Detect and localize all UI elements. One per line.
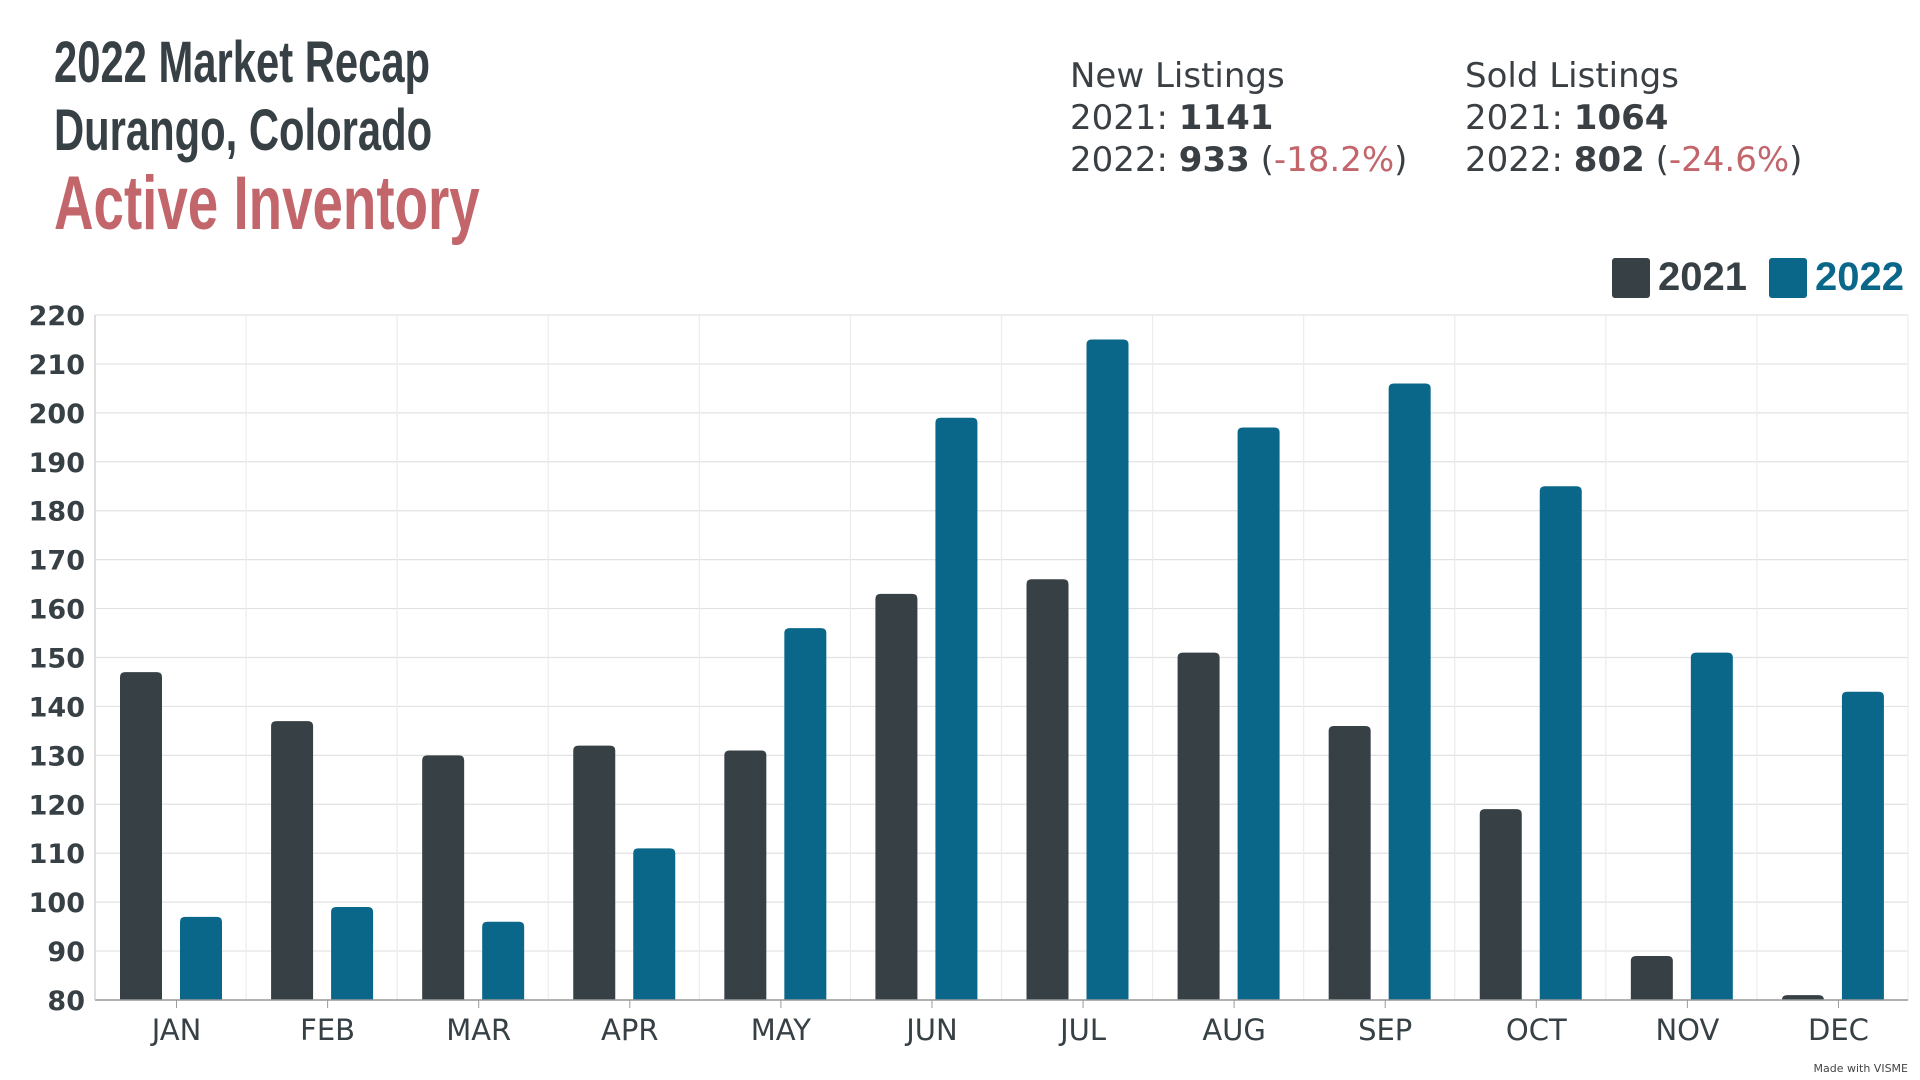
bar-2021-jul — [1026, 579, 1069, 1000]
y-tick-label: 140 — [29, 692, 85, 723]
x-tick-label: JUN — [904, 1013, 957, 1047]
sold-2021-value: 1064 — [1573, 98, 1669, 138]
bar-2021-apr — [573, 745, 616, 1000]
x-tick-label: SEP — [1358, 1013, 1412, 1047]
new-2022-value: 933 — [1178, 140, 1250, 180]
y-tick-label: 150 — [29, 644, 85, 675]
bar-2022-dec — [1841, 691, 1884, 1000]
y-tick-label: 110 — [29, 839, 85, 870]
y-tick-label: 200 — [29, 399, 85, 430]
bar-2021-feb — [271, 721, 314, 1000]
bar-2022-nov — [1690, 652, 1733, 1000]
watermark: Made with VISME — [1813, 1062, 1908, 1075]
title-line-1: 2022 Market Recap — [54, 30, 431, 95]
y-tick-label: 80 — [47, 986, 85, 1017]
x-tick-label: MAR — [446, 1013, 511, 1047]
bar-2021-jan — [120, 672, 162, 1000]
x-tick-label: NOV — [1655, 1013, 1719, 1047]
x-tick-label: JAN — [150, 1013, 202, 1047]
x-tick-label: FEB — [300, 1013, 355, 1047]
bar-2021-dec — [1781, 995, 1824, 1001]
sold-listings-label: Sold Listings — [1465, 56, 1679, 96]
y-tick-label: 170 — [29, 546, 85, 577]
bar-2022-mar — [482, 921, 525, 1000]
legend: 2021 2022 — [1612, 255, 1904, 300]
bar-2022-apr — [633, 848, 676, 1000]
bar-2021-aug — [1177, 652, 1220, 1000]
chart-title: Active Inventory — [54, 161, 480, 246]
new-2022-label: 2022: — [1070, 140, 1179, 180]
bar-2022-aug — [1237, 427, 1280, 1000]
y-tick-label: 90 — [47, 937, 85, 968]
legend-label-2021: 2021 — [1658, 255, 1748, 299]
y-tick-label: 180 — [29, 497, 85, 528]
bar-2021-mar — [422, 755, 465, 1000]
x-tick-label: JUL — [1058, 1013, 1106, 1047]
y-tick-label: 130 — [29, 741, 85, 772]
y-tick-label: 100 — [29, 888, 85, 919]
y-tick-label: 220 — [29, 301, 85, 332]
y-tick-label: 160 — [29, 595, 85, 626]
bar-2021-may — [724, 750, 767, 1000]
new-listings-label: New Listings — [1070, 56, 1285, 96]
bar-2022-jun — [935, 417, 978, 1000]
x-tick-label: OCT — [1506, 1013, 1567, 1047]
bar-2022-jul — [1086, 339, 1129, 1000]
sold-2022-label: 2022: — [1465, 140, 1574, 180]
bar-2022-feb — [331, 907, 374, 1000]
sold-2022-value: 802 — [1573, 140, 1645, 180]
new-2021-label: 2021: — [1070, 98, 1179, 138]
bar-2021-nov — [1630, 955, 1673, 1000]
legend-swatch-2021 — [1612, 257, 1651, 298]
new-change: -18.2% — [1273, 140, 1395, 180]
bar-2022-oct — [1539, 486, 1582, 1000]
title-line-2: Durango, Colorado — [54, 98, 433, 163]
bar-2021-sep — [1328, 726, 1371, 1000]
x-tick-label: AUG — [1202, 1013, 1266, 1047]
y-tick-label: 190 — [29, 448, 85, 479]
y-tick-label: 210 — [29, 350, 85, 381]
sold-2021-label: 2021: — [1465, 98, 1574, 138]
new-2021-value: 1141 — [1178, 98, 1274, 138]
bar-2021-oct — [1479, 809, 1522, 1000]
bar-2022-jan — [180, 916, 222, 1000]
bar-2021-jun — [875, 593, 918, 1000]
x-tick-label: DEC — [1808, 1013, 1869, 1047]
sold-change: -24.6% — [1668, 140, 1790, 180]
bar-2022-may — [784, 628, 827, 1000]
legend-label-2022: 2022 — [1815, 255, 1904, 299]
y-tick-label: 120 — [29, 790, 85, 821]
x-tick-label: APR — [601, 1013, 658, 1047]
legend-swatch-2022 — [1769, 257, 1808, 298]
bar-2022-sep — [1388, 383, 1431, 1000]
new-listings-stat: New Listings 2021: 1141 2022: 933 (-18.2… — [1070, 56, 1408, 180]
x-tick-label: MAY — [751, 1013, 812, 1047]
sold-listings-stat: Sold Listings 2021: 1064 2022: 802 (-24.… — [1465, 56, 1803, 180]
